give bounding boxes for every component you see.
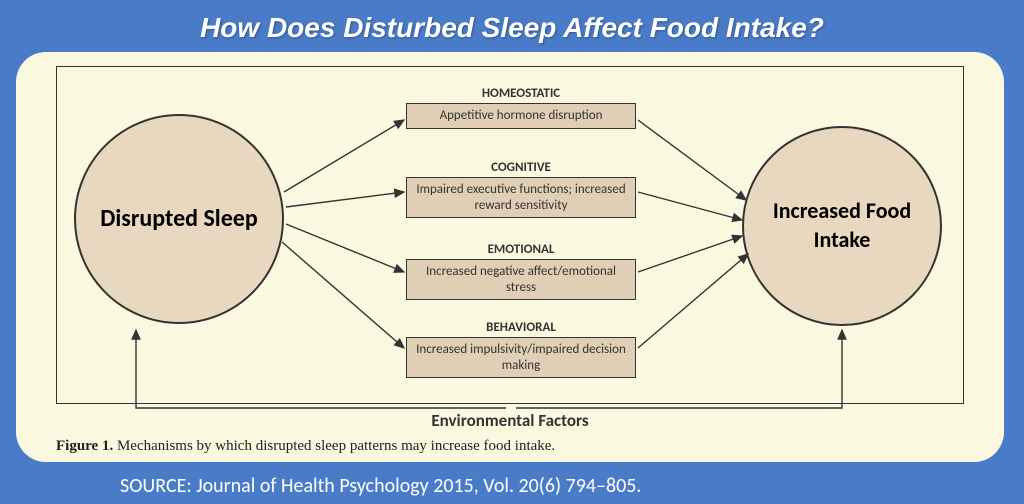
node-label-right: Increased Food Intake — [744, 197, 940, 254]
mech-category: HOMEOSTATIC — [406, 86, 636, 101]
outer-frame: How Does Disturbed Sleep Affect Food Int… — [0, 0, 1024, 504]
mech-text: Impaired executive functions; increased … — [406, 177, 636, 218]
node-disrupted-sleep: Disrupted Sleep — [74, 114, 284, 324]
mechanism-emotional: EMOTIONAL Increased negative affect/emot… — [406, 242, 636, 300]
caption-label: Figure 1. — [56, 438, 113, 454]
environmental-factors-label: Environmental Factors — [16, 410, 1004, 431]
caption-text: Mechanisms by which disrupted sleep patt… — [117, 438, 555, 454]
mechanism-behavioral: BEHAVIORAL Increased impulsivity/impaire… — [406, 320, 636, 378]
mech-text: Increased negative affect/emotional stre… — [406, 259, 636, 300]
page-title: How Does Disturbed Sleep Affect Food Int… — [16, 8, 1008, 52]
mechanism-homeostatic: HOMEOSTATIC Appetitive hormone disruptio… — [406, 86, 636, 129]
mech-text: Increased impulsivity/impaired decision … — [406, 337, 636, 378]
mechanism-cognitive: COGNITIVE Impaired executive functions; … — [406, 160, 636, 218]
mech-text: Appetitive hormone disruption — [406, 103, 636, 129]
source-citation: SOURCE: Journal of Health Psychology 201… — [120, 474, 641, 498]
mech-category: COGNITIVE — [406, 160, 636, 175]
mech-category: EMOTIONAL — [406, 242, 636, 257]
figure-caption: Figure 1. Mechanisms by which disrupted … — [56, 438, 555, 455]
node-label-left: Disrupted Sleep — [100, 203, 258, 234]
diagram-panel: Disrupted Sleep Increased Food Intake HO… — [16, 52, 1004, 462]
mech-category: BEHAVIORAL — [406, 320, 636, 335]
node-increased-food-intake: Increased Food Intake — [742, 126, 942, 326]
